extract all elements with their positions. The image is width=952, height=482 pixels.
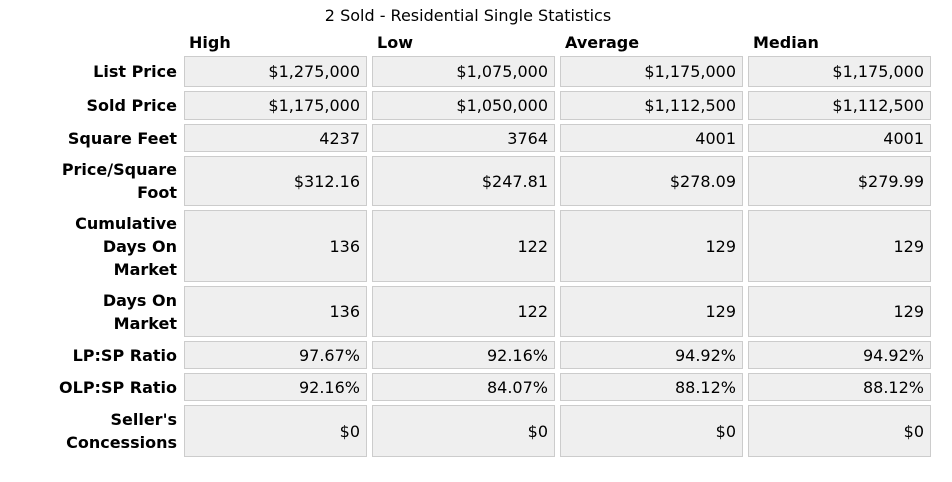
row-label: Square Feet [67,128,177,148]
column-header-low: Low [377,32,413,52]
table-row-olp-sp-ratio: OLP:SP Ratio 92.16% 84.07% 88.12% 88.12% [5,373,931,401]
row-label: LP:SP Ratio [72,345,177,365]
row-label: Cumulative Days On Market [75,213,177,279]
table-row-cumulative-days-on-market: Cumulative Days On Market 136 122 129 12… [5,210,931,282]
row-label: Sold Price [86,96,177,115]
stat-cell: 94.92% [560,341,743,369]
table-row-sellers-concessions: Seller's Concessions $0 $0 $0 $0 [5,405,931,457]
table-row-list-price: List Price $1,275,000 $1,075,000 $1,175,… [5,56,931,87]
stat-cell: 136 [184,210,367,282]
stat-cell: $1,175,000 [560,56,743,87]
statistics-table: High Low Average Median List Price $1,27… [0,28,936,461]
stat-cell: 129 [560,210,743,282]
row-label: Seller's Concessions [66,410,177,452]
statistics-page: 2 Sold - Residential Single Statistics H… [0,6,936,461]
header-row: High Low Average Median [5,32,931,52]
stat-cell: 3764 [372,124,555,152]
table-row-price-per-square-foot: Price/Square Foot $312.16 $247.81 $278.0… [5,156,931,206]
stat-cell: 122 [372,286,555,337]
stat-cell: 88.12% [748,373,931,401]
stat-cell: $1,075,000 [372,56,555,87]
stat-cell: 4001 [748,124,931,152]
stat-cell: $1,175,000 [184,91,367,120]
stat-cell: 4237 [184,124,367,152]
stat-cell: $1,275,000 [184,56,367,87]
stat-cell: 97.67% [184,341,367,369]
row-label: Days On Market [102,290,177,333]
stat-cell: $0 [372,405,555,457]
table-row-sold-price: Sold Price $1,175,000 $1,050,000 $1,112,… [5,91,931,120]
stat-cell: 122 [372,210,555,282]
stat-cell: $0 [560,405,743,457]
stat-cell: 129 [560,286,743,337]
stat-cell: 84.07% [372,373,555,401]
row-label: Price/Square Foot [61,160,177,202]
column-header-median: Median [753,32,819,52]
stat-cell: $278.09 [560,156,743,206]
table-row-days-on-market: Days On Market 136 122 129 129 [5,286,931,337]
stat-cell: $1,112,500 [748,91,931,120]
stat-cell: 129 [748,210,931,282]
stat-cell: 4001 [560,124,743,152]
stat-cell: 92.16% [184,373,367,401]
table-row-square-feet: Square Feet 4237 3764 4001 4001 [5,124,931,152]
stat-cell: 136 [184,286,367,337]
stat-cell: $0 [184,405,367,457]
stat-cell: 94.92% [748,341,931,369]
page-title: 2 Sold - Residential Single Statistics [324,6,612,25]
stat-cell: $312.16 [184,156,367,206]
stat-cell: $0 [748,405,931,457]
stat-cell: 92.16% [372,341,555,369]
table-row-lp-sp-ratio: LP:SP Ratio 97.67% 92.16% 94.92% 94.92% [5,341,931,369]
stat-cell: $1,050,000 [372,91,555,120]
stat-cell: 129 [748,286,931,337]
row-label: List Price [93,62,177,81]
stat-cell: $1,175,000 [748,56,931,87]
column-header-average: Average [565,32,640,52]
column-header-high: High [189,32,231,52]
stat-cell: $279.99 [748,156,931,206]
corner-spacer [5,32,179,52]
row-label: OLP:SP Ratio [59,377,177,397]
stat-cell: $1,112,500 [560,91,743,120]
stat-cell: 88.12% [560,373,743,401]
stat-cell: $247.81 [372,156,555,206]
